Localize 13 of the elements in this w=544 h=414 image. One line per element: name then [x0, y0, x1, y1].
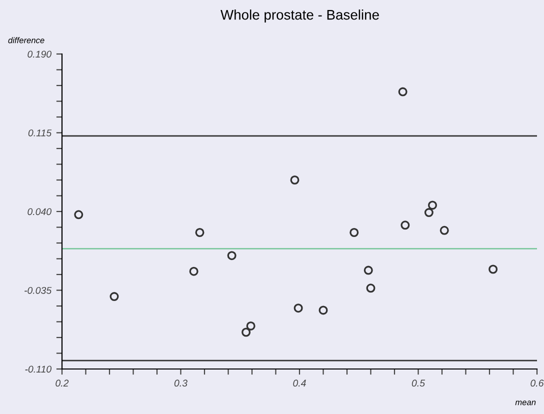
x-tick-label: 0.5 — [412, 380, 426, 387]
y-tick-label: -0.110 — [25, 366, 52, 373]
y-tick-label: 0.115 — [28, 129, 52, 136]
y-axis-title: difference — [8, 37, 44, 44]
x-tick-label: 0.3 — [174, 380, 188, 387]
x-tick-label: 0.4 — [293, 380, 306, 387]
y-tick-label: -0.035 — [24, 286, 52, 294]
y-tick-label: 0.040 — [28, 208, 52, 216]
x-axis-title: mean — [515, 400, 536, 406]
chart-title: Whole prostate - Baseline — [220, 10, 379, 22]
x-tick-label: 0.2 — [56, 380, 69, 387]
x-tick-label: 0.6 — [530, 380, 544, 387]
y-tick-label: 0.190 — [28, 50, 52, 58]
